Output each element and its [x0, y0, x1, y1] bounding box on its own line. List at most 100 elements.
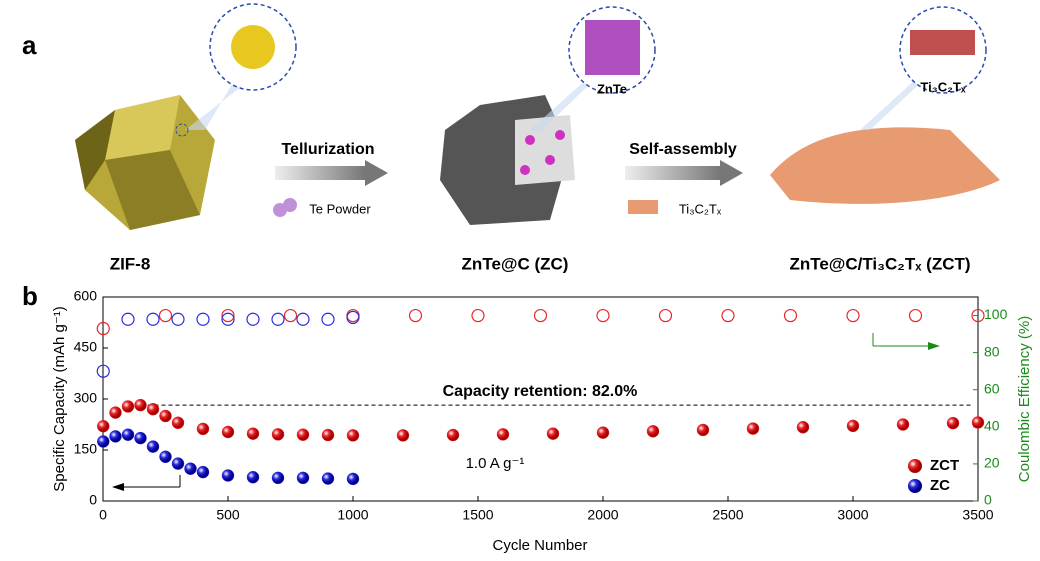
capacity-point	[946, 416, 960, 430]
capacity-point	[221, 425, 235, 439]
capacity-point	[971, 416, 985, 429]
legend-label: ZCT	[930, 457, 959, 474]
ce-point	[158, 308, 173, 323]
y2-tick-label: 0	[984, 492, 992, 508]
capacity-point	[109, 430, 122, 443]
capacity-point	[446, 428, 460, 442]
label: ZnTe@C (ZC)	[462, 254, 569, 273]
x-tick-label: 500	[216, 507, 240, 523]
arrow	[928, 342, 940, 350]
capacity-point	[146, 402, 160, 416]
capacity-point	[109, 406, 122, 419]
ce-point	[321, 312, 335, 326]
ce-point	[721, 308, 735, 323]
capacity-point	[496, 428, 510, 441]
x-axis-label: Cycle Number	[492, 537, 587, 554]
capacity-point	[159, 450, 172, 464]
ce-point	[908, 308, 923, 323]
capacity-point	[97, 435, 110, 448]
arrow	[112, 483, 124, 491]
x-tick-label: 3000	[837, 507, 868, 523]
ce-point	[296, 312, 310, 326]
label: ZnTe	[597, 81, 627, 96]
capacity-point	[146, 440, 160, 453]
y2-tick-label: 60	[984, 380, 1000, 396]
capacity-point	[896, 418, 910, 431]
label: ZnTe@C/Ti₃C₂Tₓ (ZCT)	[789, 254, 970, 273]
ce-point	[533, 308, 548, 323]
label: Ti₃C₂Tₓ	[920, 79, 965, 94]
capacity-point	[221, 469, 235, 482]
capacity-point	[171, 457, 185, 470]
ce-point	[283, 308, 298, 323]
label: Self-assembly	[629, 141, 737, 158]
y-tick-label: 600	[74, 288, 98, 304]
label: Te Powder	[309, 201, 371, 216]
ce-point	[783, 308, 798, 323]
ce-point	[971, 308, 985, 323]
capacity-point	[846, 419, 860, 433]
legend-marker	[908, 459, 922, 473]
capacity-point	[134, 398, 147, 412]
capacity-point	[246, 427, 260, 440]
ce-point	[146, 312, 160, 326]
capacity-point	[196, 422, 210, 436]
x-tick-label: 3500	[962, 507, 993, 523]
capacity-point	[296, 471, 310, 485]
capacity-point	[246, 470, 260, 484]
legend-label: ZC	[930, 477, 950, 494]
ce-point	[196, 312, 210, 326]
x-tick-label: 1500	[462, 507, 493, 523]
y2-tick-label: 40	[984, 418, 1000, 434]
ce-point	[171, 312, 185, 326]
x-tick-label: 0	[99, 507, 107, 523]
capacity-point	[746, 422, 760, 435]
ce-point	[408, 308, 423, 323]
y-tick-label: 0	[89, 492, 97, 508]
capacity-point	[196, 465, 210, 479]
capacity-point	[184, 462, 197, 475]
ce-point	[246, 312, 260, 326]
y-tick-label: 150	[74, 441, 98, 457]
capacity-point	[796, 420, 810, 434]
ce-point	[96, 321, 110, 336]
y2-axis-label: Coulombic Efficiency (%)	[1016, 316, 1033, 482]
y-tick-label: 300	[74, 390, 98, 406]
capacity-point	[646, 425, 660, 438]
ce-point	[221, 312, 235, 326]
capacity-point	[396, 429, 410, 442]
ce-point	[658, 308, 673, 323]
x-tick-label: 1000	[337, 507, 368, 523]
capacity-point	[97, 419, 110, 433]
capacity-point	[271, 428, 285, 441]
x-tick-label: 2000	[587, 507, 618, 523]
legend-marker	[908, 479, 922, 493]
ce-point	[346, 310, 360, 324]
y-axis-label: Specific Capacity (mAh g⁻¹)	[51, 306, 68, 491]
capacity-point	[121, 428, 135, 441]
capacity-point	[271, 471, 285, 485]
ce-point	[596, 308, 610, 323]
capacity-point	[296, 428, 310, 441]
annotation: 1.0 A g⁻¹	[466, 455, 525, 472]
capacity-point	[346, 429, 360, 442]
annotation: Capacity retention: 82.0%	[443, 383, 638, 400]
panel-label: b	[22, 281, 38, 311]
panel-label: a	[22, 30, 37, 60]
ce-point	[846, 308, 860, 323]
capacity-point	[546, 427, 560, 440]
y2-tick-label: 20	[984, 455, 1000, 471]
label: ZIF-8	[110, 254, 151, 273]
capacity-point	[171, 416, 185, 430]
x-tick-label: 2500	[712, 507, 743, 523]
ce-point	[221, 308, 235, 323]
ce-point	[121, 312, 135, 326]
capacity-point	[321, 428, 335, 442]
y2-tick-label: 100	[984, 306, 1008, 322]
capacity-point	[696, 423, 710, 437]
capacity-point	[134, 431, 147, 445]
capacity-point	[346, 472, 360, 486]
schematic	[75, 3, 1000, 230]
ce-point	[96, 364, 110, 378]
